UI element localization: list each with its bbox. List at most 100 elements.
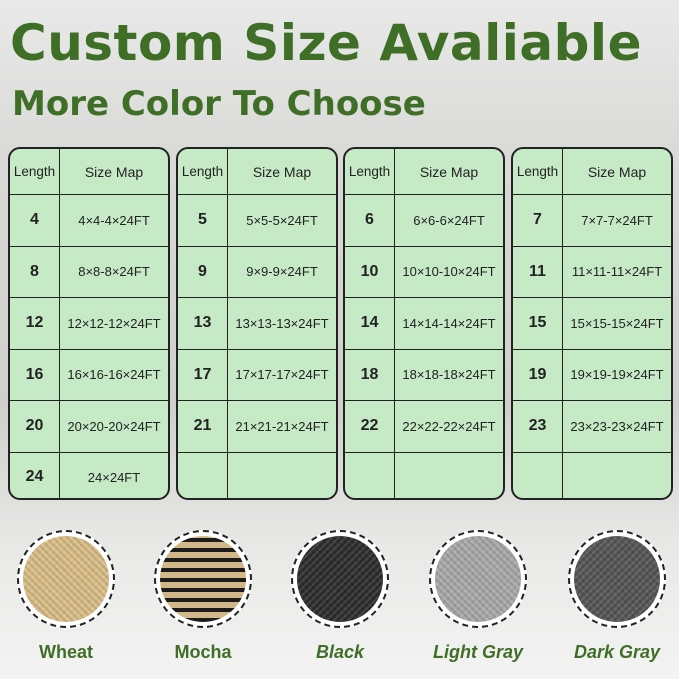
length-header: Length <box>10 149 60 194</box>
table-row: 5 5×5-5×24FT <box>178 195 336 247</box>
size-map-cell: 7×7-7×24FT <box>581 212 653 228</box>
table-row <box>178 452 336 499</box>
size-table: Length Size Map 7 7×7-7×24FT 11 11×11-11×24FT… <box>511 147 673 500</box>
size-map-header: Size Map <box>252 163 312 180</box>
size-map-cell: 15×15-15×24FT <box>570 315 664 331</box>
size-map-cell: 24×24FT <box>87 469 141 485</box>
size-map-cell: 16×16-16×24FT <box>67 367 161 383</box>
table-row: 20 20×20-20×24FT <box>10 401 168 453</box>
table-row: 7 7×7-7×24FT <box>513 195 671 247</box>
size-map-cell: 19×19-19×24FT <box>570 367 664 383</box>
length-cell: 19 <box>513 349 563 400</box>
table-row: 21 21×21-21×24FT <box>178 401 336 453</box>
table-row: 23 23×23-23×24FT <box>513 401 671 453</box>
color-label: Dark Gray <box>573 642 661 662</box>
color-swatch-dark-gray <box>568 530 666 628</box>
size-map-cell: 18×18-18×24FT <box>402 367 496 383</box>
size-map-cell: 10×10-10×24FT <box>402 264 496 280</box>
length-cell: 4 <box>10 195 60 246</box>
length-header: Length <box>178 149 228 194</box>
table-row: 17 17×17-17×24FT <box>178 349 336 401</box>
table-header: Length Size Map <box>178 149 336 195</box>
length-cell: 6 <box>345 195 395 246</box>
table-row: 11 11×11-11×24FT <box>513 246 671 298</box>
table-row: 22 22×22-22×24FT <box>345 401 503 453</box>
size-map-cell: 11×11-11×24FT <box>571 264 663 280</box>
length-cell: 18 <box>345 349 395 400</box>
length-header: Length <box>345 149 395 194</box>
size-table: Length Size Map 4 4×4-4×24FT 8 8×8-8×24FT 12 12… <box>8 147 170 500</box>
length-cell: 5 <box>178 195 228 246</box>
size-map-cell: 21×21-21×24FT <box>235 418 329 434</box>
size-map-cell: 17×17-17×24FT <box>235 367 329 383</box>
length-cell: 22 <box>345 401 395 452</box>
size-table: Length Size Map 6 6×6-6×24FT 10 10×10-10×24FT… <box>343 147 505 500</box>
length-cell <box>178 452 228 498</box>
table-row: 16 16×16-16×24FT <box>10 349 168 401</box>
length-cell: 14 <box>345 298 395 349</box>
length-cell: 17 <box>178 349 228 400</box>
size-map-cell: 6×6-6×24FT <box>413 212 485 228</box>
length-cell: 12 <box>10 298 60 349</box>
size-map-cell: 22×22-22×24FT <box>402 418 496 434</box>
table-header: Length Size Map <box>345 149 503 195</box>
length-cell: 21 <box>178 401 228 452</box>
length-cell: 8 <box>10 246 60 297</box>
table-row: 15 15×15-15×24FT <box>513 298 671 350</box>
headline: Custom Size Avaliable <box>10 14 642 72</box>
table-row: 19 19×19-19×24FT <box>513 349 671 401</box>
length-cell: 10 <box>345 246 395 297</box>
size-map-cell <box>563 453 671 499</box>
size-map-cell: 20×20-20×24FT <box>67 418 161 434</box>
size-map-header: Size Map <box>84 163 144 180</box>
table-row: 18 18×18-18×24FT <box>345 349 503 401</box>
color-label: Black <box>315 642 365 662</box>
length-cell: 9 <box>178 246 228 297</box>
table-row: 9 9×9-9×24FT <box>178 246 336 298</box>
subheadline: More Color To Choose <box>12 84 426 124</box>
length-cell: 11 <box>513 246 563 297</box>
table-row: 14 14×14-14×24FT <box>345 298 503 350</box>
color-swatch-mocha <box>154 530 252 628</box>
color-swatch-black <box>291 530 389 628</box>
color-label: Mocha <box>174 642 232 662</box>
table-row: 4 4×4-4×24FT <box>10 195 168 247</box>
size-map-header: Size Map <box>419 163 479 180</box>
size-map-cell <box>228 453 336 499</box>
color-swatch-wheat <box>17 530 115 628</box>
length-cell: 20 <box>10 401 60 452</box>
table-row: 6 6×6-6×24FT <box>345 195 503 247</box>
color-label: Light Gray <box>432 642 523 662</box>
size-map-cell: 8×8-8×24FT <box>78 264 150 280</box>
length-header: Length <box>513 149 563 194</box>
color-swatch-light-gray <box>429 530 527 628</box>
table-row: 8 8×8-8×24FT <box>10 246 168 298</box>
table-row: 13 13×13-13×24FT <box>178 298 336 350</box>
size-map-cell: 23×23-23×24FT <box>570 418 664 434</box>
length-cell: 15 <box>513 298 563 349</box>
length-cell: 24 <box>10 452 60 498</box>
length-cell: 16 <box>10 349 60 400</box>
table-row <box>513 452 671 499</box>
color-label: Wheat <box>39 642 93 662</box>
table-header: Length Size Map <box>513 149 671 195</box>
size-map-header: Size Map <box>587 163 647 180</box>
length-cell: 13 <box>178 298 228 349</box>
size-map-cell: 12×12-12×24FT <box>67 315 161 331</box>
size-map-cell: 9×9-9×24FT <box>246 264 318 280</box>
length-cell <box>345 452 395 498</box>
size-map-cell: 4×4-4×24FT <box>78 212 150 228</box>
table-row <box>345 452 503 499</box>
length-cell <box>513 452 563 498</box>
size-map-cell: 14×14-14×24FT <box>402 315 496 331</box>
length-cell: 23 <box>513 401 563 452</box>
size-map-cell: 13×13-13×24FT <box>235 315 329 331</box>
size-map-cell <box>395 453 503 499</box>
size-table: Length Size Map 5 5×5-5×24FT 9 9×9-9×24FT 13 13… <box>176 147 338 500</box>
table-row: 10 10×10-10×24FT <box>345 246 503 298</box>
table-row: 24 24×24FT <box>10 452 168 498</box>
length-cell: 7 <box>513 195 563 246</box>
size-map-cell: 5×5-5×24FT <box>246 212 318 228</box>
table-row: 12 12×12-12×24FT <box>10 298 168 350</box>
table-header: Length Size Map <box>10 149 168 195</box>
